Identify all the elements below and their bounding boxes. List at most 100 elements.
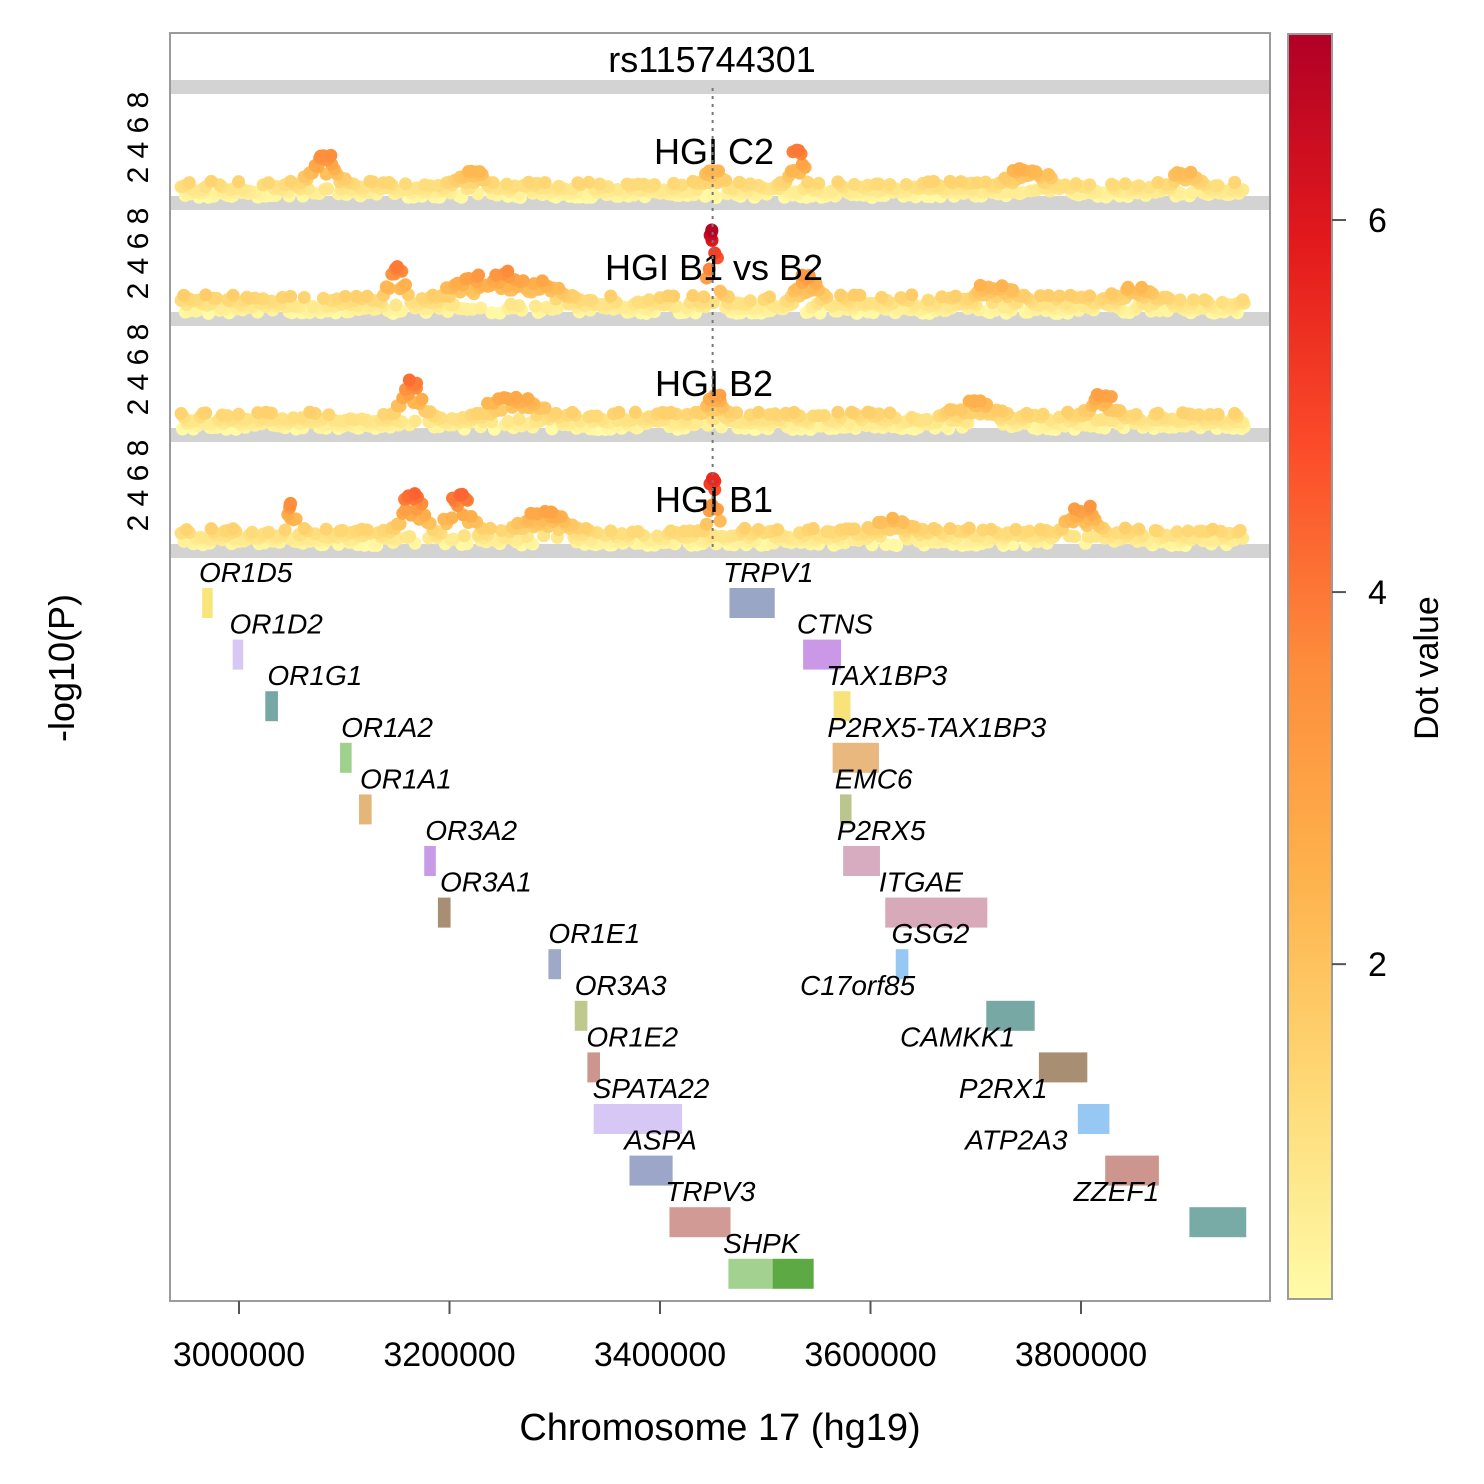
- y-tick-label: 6: [122, 465, 155, 482]
- snp-point: [457, 529, 471, 543]
- snp-point: [713, 388, 727, 402]
- snp-point: [590, 409, 604, 423]
- snp-point: [1159, 290, 1173, 304]
- snp-point: [446, 532, 460, 546]
- snp-point: [349, 289, 363, 303]
- gene-label: OR3A1: [440, 867, 532, 898]
- y-tick-label: 8: [122, 92, 155, 109]
- snp-point: [379, 280, 393, 294]
- snp-point: [199, 288, 213, 302]
- gene-bar: [803, 639, 842, 670]
- gene-bar: [1189, 1207, 1247, 1238]
- snp-point: [883, 406, 897, 420]
- gene-emc6: EMC6: [835, 763, 913, 825]
- panel-strip: [170, 428, 1270, 442]
- snp-point: [921, 293, 935, 307]
- snp-point: [628, 405, 642, 419]
- snp-point: [535, 274, 549, 288]
- snp-point: [752, 405, 766, 419]
- y-axis-label: -log10(P): [41, 594, 82, 742]
- snp-point: [319, 522, 333, 536]
- gene-bar: [587, 1052, 601, 1083]
- snp-point: [215, 408, 229, 422]
- snp-point: [1042, 288, 1056, 302]
- gene-bar: [1077, 1104, 1110, 1134]
- snp-point: [768, 407, 782, 421]
- snp-point: [284, 174, 298, 188]
- snp-point: [1036, 407, 1050, 421]
- snp-point: [262, 525, 276, 539]
- snp-point: [984, 522, 998, 536]
- snp-point: [552, 179, 566, 193]
- y-tick-label: 4: [122, 258, 155, 275]
- panel-3: 2 4 6 8 HGI B2: [122, 324, 1270, 442]
- snp-point: [1017, 288, 1031, 302]
- y-tick-label: 4: [122, 142, 155, 159]
- snp-point: [355, 522, 369, 536]
- snp-point: [571, 176, 585, 190]
- snp-point: [232, 407, 246, 421]
- snp-point: [472, 268, 486, 282]
- y-tick-label: 6: [122, 349, 155, 366]
- gene-label: P2RX1: [959, 1073, 1048, 1104]
- snp-point: [642, 293, 656, 307]
- gene-itgae: ITGAE: [879, 867, 988, 928]
- snp-point: [979, 175, 993, 189]
- gene-label: CAMKK1: [900, 1021, 1015, 1052]
- snp-point: [615, 527, 629, 541]
- snp-point: [1020, 406, 1034, 420]
- snp-point: [1053, 289, 1067, 303]
- colorbar-gradient: [1287, 33, 1333, 1300]
- y-tick-label: 2: [122, 167, 155, 184]
- snp-point: [399, 503, 413, 517]
- snp-point: [500, 177, 514, 191]
- y-tick-label: 2: [122, 399, 155, 416]
- gene-label: TRPV3: [665, 1176, 756, 1207]
- gene-or3a3: OR3A3: [574, 970, 667, 1031]
- snp-point: [1184, 165, 1198, 179]
- panel-label: HGI B2: [655, 363, 773, 404]
- snp-point: [478, 406, 492, 420]
- x-axis-ticks: 3000000 3200000 3400000 3600000 3800000: [173, 1301, 1147, 1374]
- snp-point: [705, 223, 719, 237]
- snp-point: [1228, 175, 1242, 189]
- snp-point: [497, 391, 511, 405]
- snp-point: [631, 295, 645, 309]
- snp-point: [582, 175, 596, 189]
- gene-bar: [574, 1000, 588, 1031]
- snp-point: [738, 521, 752, 535]
- snp-point: [1236, 293, 1250, 307]
- snp-point: [501, 415, 515, 429]
- colorbar-title: Dot value: [1408, 596, 1446, 740]
- snp-point: [522, 175, 536, 189]
- snp-point: [795, 157, 809, 171]
- gene-bar: [1105, 1155, 1159, 1186]
- snp-point: [650, 529, 664, 543]
- snp-point: [426, 288, 440, 302]
- snp-point: [795, 268, 809, 282]
- snp-point: [787, 405, 801, 419]
- snp-point: [403, 529, 417, 543]
- snp-point: [869, 177, 883, 191]
- panel-4: 2 4 6 8 HGI B1: [122, 440, 1270, 558]
- snp-point: [927, 174, 941, 188]
- snp-point: [324, 148, 338, 162]
- snp-point: [485, 306, 499, 320]
- snp-point: [1181, 524, 1195, 538]
- snp-point: [539, 300, 553, 314]
- gene-label: SHPK: [723, 1228, 801, 1259]
- snp-point: [286, 411, 300, 425]
- snp-point: [593, 177, 607, 191]
- gene-label: C17orf85: [800, 970, 916, 1001]
- snp-point: [1042, 168, 1056, 182]
- gene-p2rx5-tax1bp3: P2RX5-TAX1BP3: [827, 712, 1047, 773]
- snp-point: [390, 260, 404, 274]
- snp-point: [1135, 280, 1149, 294]
- snp-point: [1129, 408, 1143, 422]
- y-tick-label: 4: [122, 374, 155, 391]
- snp-point: [1233, 523, 1247, 537]
- y-tick-label: 8: [122, 208, 155, 225]
- gene-label: OR1A2: [341, 712, 433, 743]
- gene-gsg2: GSG2: [892, 918, 970, 980]
- snp-point: [474, 301, 488, 315]
